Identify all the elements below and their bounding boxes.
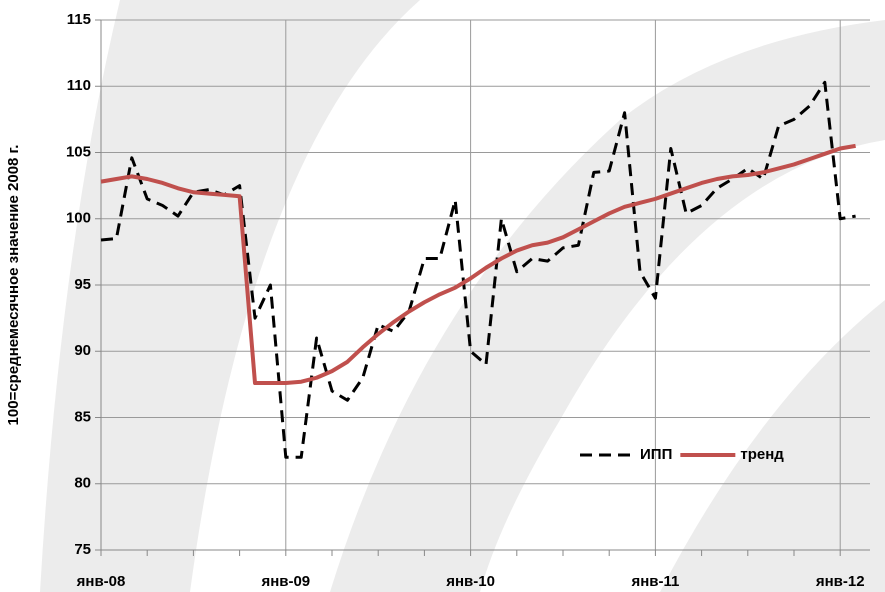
legend-label: тренд [740, 446, 784, 463]
legend-label: ИПП [640, 446, 672, 463]
watermark-shape [40, 0, 420, 592]
y-tick-label: 100 [66, 210, 91, 227]
y-tick-label: 90 [74, 342, 91, 359]
x-tick-label: янв-09 [261, 573, 310, 590]
y-tick-label: 80 [74, 475, 91, 492]
x-tick-label: янв-08 [77, 573, 126, 590]
watermark-shape [660, 300, 885, 592]
y-tick-label: 95 [74, 276, 91, 293]
x-tick-label: янв-12 [816, 573, 865, 590]
y-tick-label: 115 [67, 11, 91, 28]
y-axis-title: 100=среднемесячное значение 2008 г. [5, 145, 22, 426]
y-tick-label: 110 [67, 77, 91, 94]
y-tick-label: 75 [74, 541, 91, 558]
x-tick-label: янв-11 [631, 573, 679, 590]
y-tick-label: 105 [66, 143, 91, 160]
y-tick-label: 85 [74, 408, 91, 425]
x-tick-label: янв-10 [446, 573, 495, 590]
data-line [100, 80, 856, 459]
watermark-shape [330, 20, 885, 592]
data-line [100, 143, 856, 386]
watermark [40, 0, 885, 592]
